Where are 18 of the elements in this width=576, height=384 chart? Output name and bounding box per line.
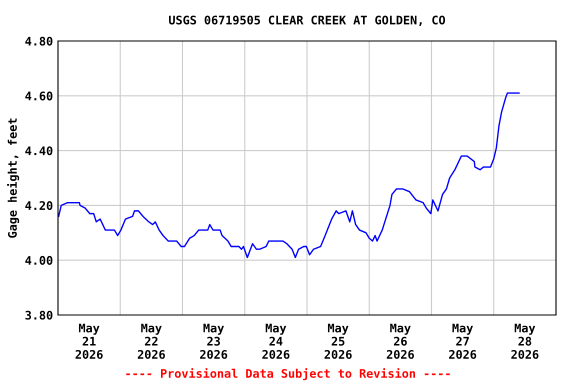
x-tick-label: May 26 2026 — [386, 324, 414, 359]
y-axis-title: Gage height, feet — [7, 118, 20, 238]
x-tick-label: May 23 2026 — [200, 324, 228, 359]
line-series — [58, 92, 520, 258]
y-tick-label: 4.20 — [25, 201, 52, 210]
chart-title: USGS 06719505 CLEAR CREEK AT GOLDEN, CO — [169, 16, 446, 26]
y-tick-label: 3.80 — [25, 310, 52, 320]
y-tick-label: 4.60 — [25, 92, 52, 100]
y-tick-label: 4.00 — [25, 256, 52, 265]
x-tick-label: May 27 2026 — [449, 324, 476, 359]
x-tick-label: May 21 2026 — [76, 324, 103, 359]
y-tick-label: 4.80 — [25, 36, 52, 46]
x-tick-label: May 25 2026 — [324, 324, 352, 359]
x-tick-label: May 28 2026 — [511, 324, 538, 359]
x-tick-label: May 22 2026 — [138, 324, 165, 359]
text: ---- Provisional Data Subject to Revision ---- — [126, 368, 450, 380]
y-tick-label: 4.40 — [25, 146, 52, 156]
x-tick-label: May 24 2026 — [262, 324, 290, 359]
